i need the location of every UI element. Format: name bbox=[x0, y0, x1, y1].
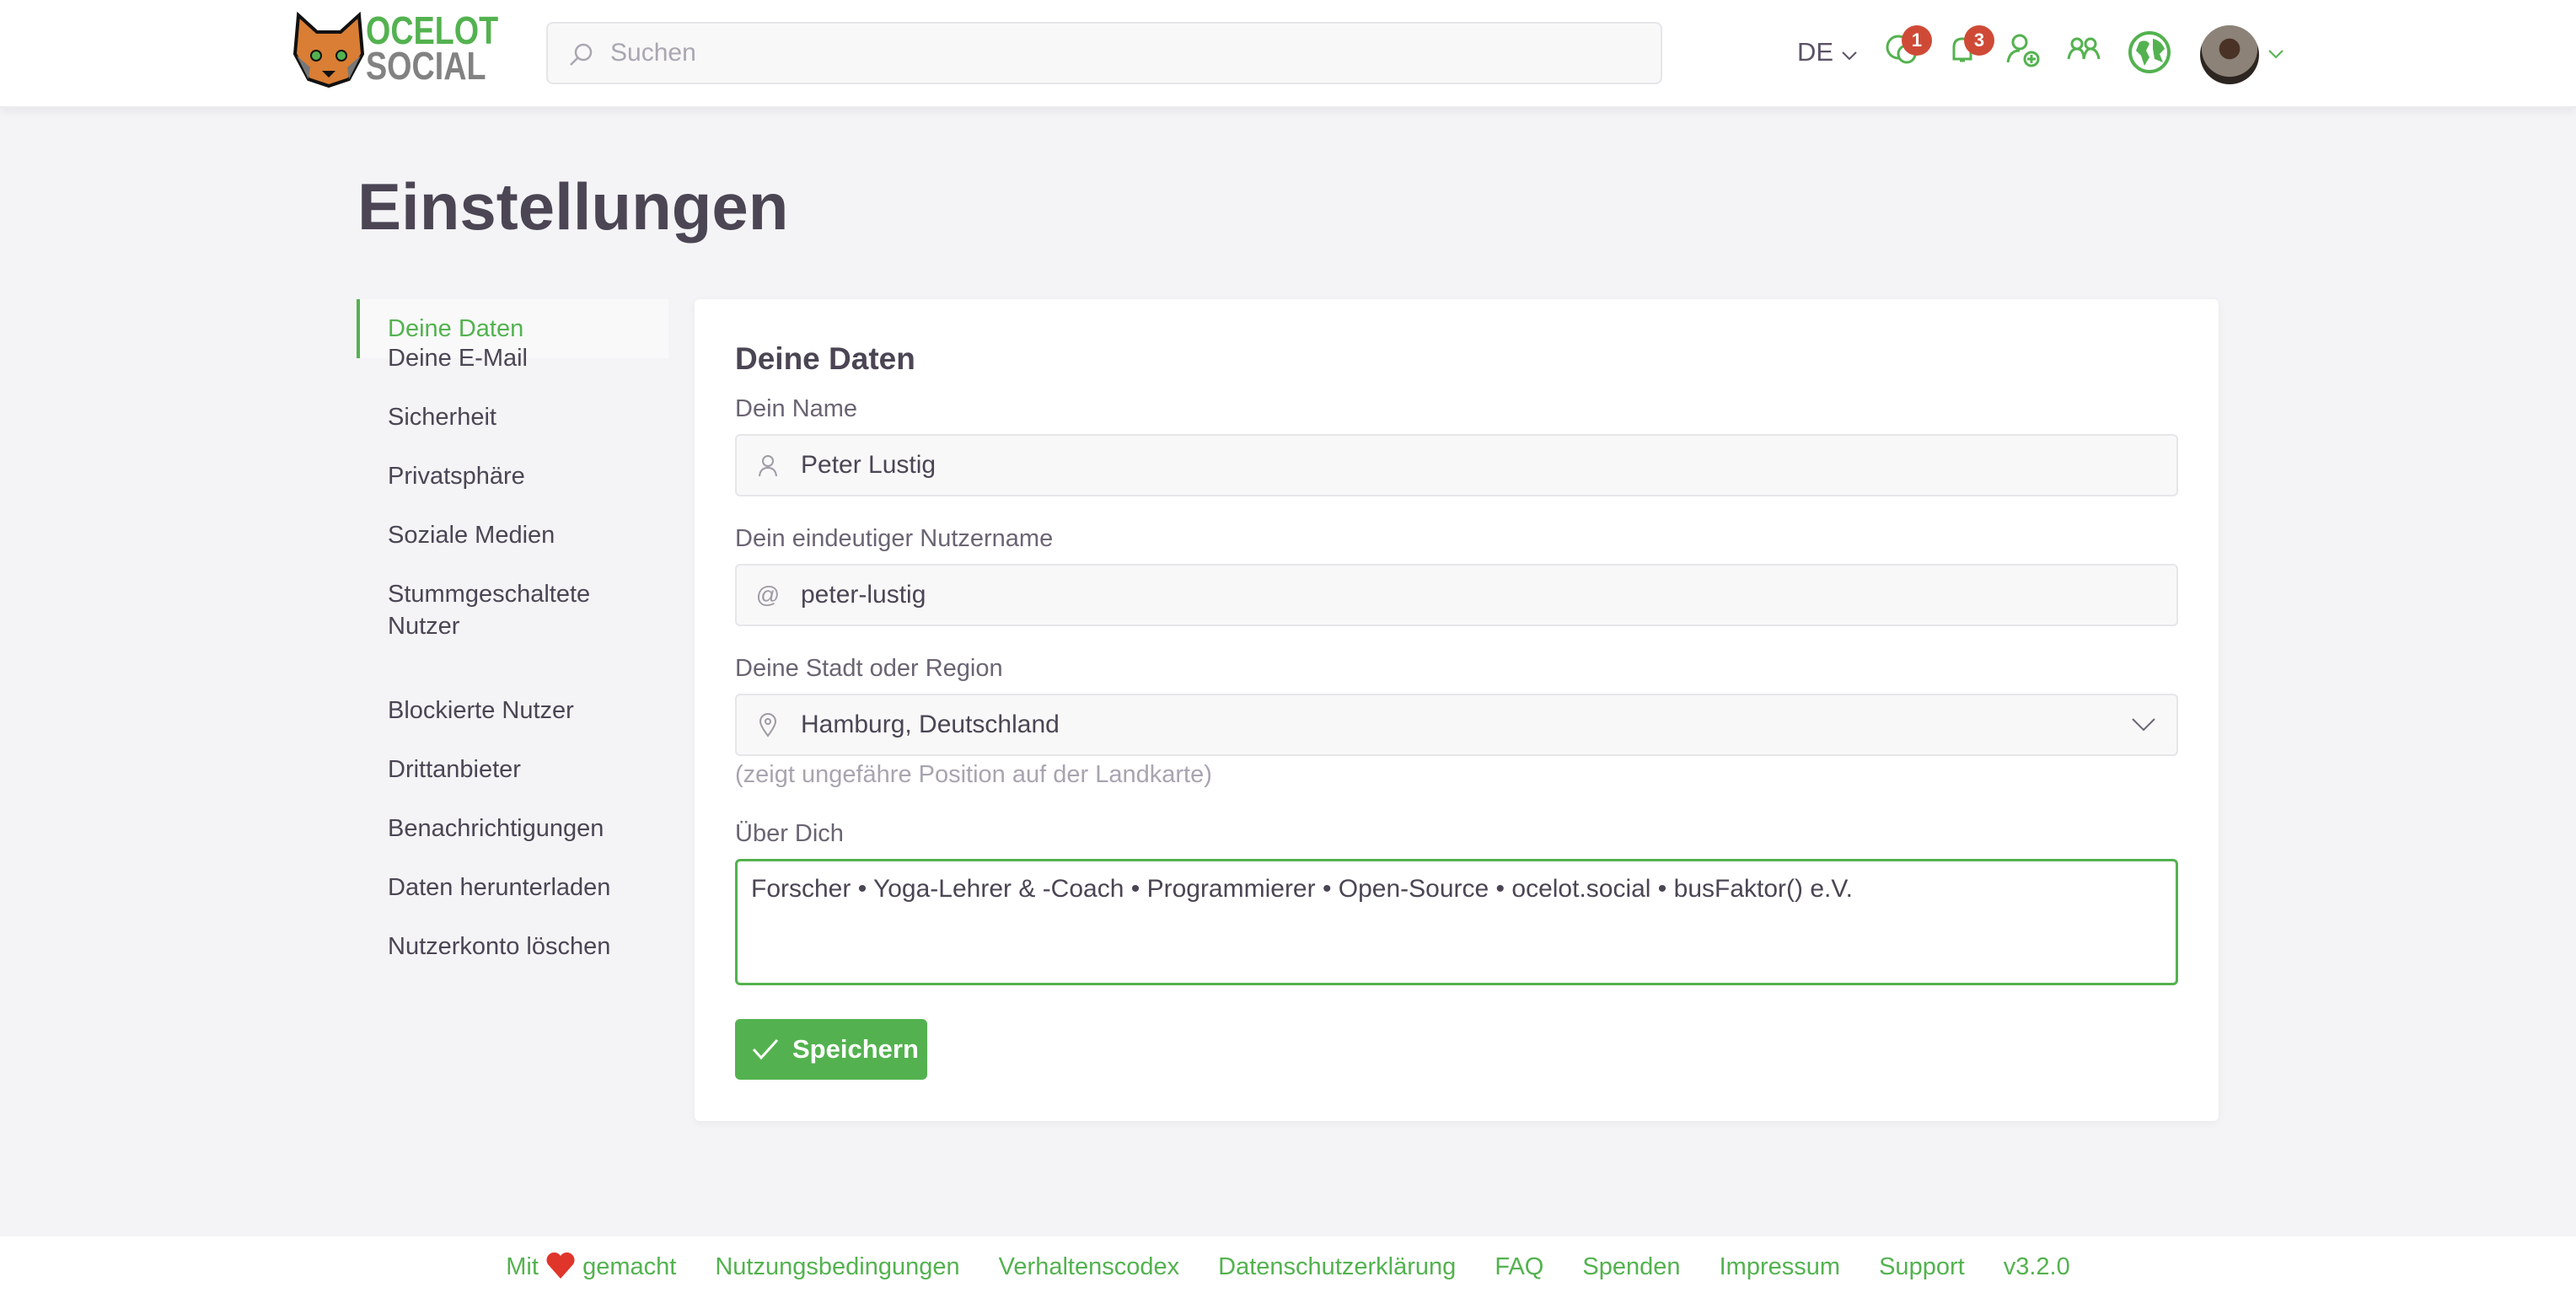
header: OCELOT SOCIAL DE 1 3 bbox=[0, 0, 2576, 108]
save-button[interactable]: Speichern bbox=[735, 1019, 927, 1080]
avatar[interactable] bbox=[2200, 25, 2259, 84]
made-with-love: Mit gemacht bbox=[506, 1252, 677, 1280]
footer-link-datenschutz[interactable]: Datenschutzerklärung bbox=[1218, 1253, 1457, 1280]
logo-text-ocelot: OCELOT bbox=[366, 8, 499, 52]
at-icon: @ bbox=[755, 582, 781, 608]
city-value: Hamburg, Deutschland bbox=[801, 711, 1060, 738]
check-icon bbox=[752, 1038, 779, 1060]
footer-link-spenden[interactable]: Spenden bbox=[1582, 1253, 1681, 1280]
language-switcher[interactable]: DE bbox=[1797, 37, 1858, 67]
sidebar-item-nutzerkonto-loeschen[interactable]: Nutzerkonto löschen bbox=[388, 933, 611, 960]
globe-icon bbox=[2128, 31, 2171, 73]
username-value: peter-lustig bbox=[801, 581, 926, 609]
notifications-button[interactable]: 3 bbox=[1945, 25, 1994, 70]
city-select[interactable]: Hamburg, Deutschland bbox=[735, 694, 2178, 756]
about-label: Über Dich bbox=[735, 820, 844, 847]
users-icon bbox=[2067, 37, 2101, 60]
username-field[interactable]: @ peter-lustig bbox=[735, 564, 2178, 626]
settings-sidebar: Deine Daten Deine E-Mail Sicherheit Priv… bbox=[357, 299, 668, 960]
settings-card: Deine Daten Dein Name Peter Lustig Dein … bbox=[695, 299, 2219, 1121]
chat-badge: 1 bbox=[1902, 25, 1932, 56]
notification-badge: 3 bbox=[1964, 25, 1994, 56]
user-icon bbox=[759, 455, 777, 477]
groups-button[interactable] bbox=[2067, 32, 2101, 70]
name-value: Peter Lustig bbox=[801, 451, 936, 479]
language-label: DE bbox=[1797, 37, 1834, 67]
made-with-suffix: gemacht bbox=[582, 1253, 677, 1280]
footer-link-faq[interactable]: FAQ bbox=[1495, 1253, 1544, 1280]
chevron-down-icon bbox=[1841, 51, 1857, 61]
footer-link-nutzungsbedingungen[interactable]: Nutzungsbedingungen bbox=[715, 1253, 960, 1280]
search-box[interactable] bbox=[546, 22, 1662, 84]
footer: Mit gemacht Nutzungsbedingungen Verhalte… bbox=[0, 1236, 2576, 1298]
heart-icon bbox=[546, 1252, 575, 1279]
name-field[interactable]: Peter Lustig bbox=[735, 434, 2178, 496]
map-marker-icon bbox=[759, 713, 777, 738]
footer-link-support[interactable]: Support bbox=[1879, 1253, 1965, 1280]
ocelot-social-logo[interactable]: OCELOT SOCIAL bbox=[292, 8, 513, 88]
city-label: Deine Stadt oder Region bbox=[735, 655, 1003, 682]
logo-text-social: SOCIAL bbox=[366, 44, 486, 88]
search-icon bbox=[570, 43, 593, 66]
save-label: Speichern bbox=[792, 1034, 919, 1064]
footer-link-verhaltenscodex[interactable]: Verhaltenscodex bbox=[998, 1253, 1180, 1280]
sidebar-item-privatsphaere[interactable]: Privatsphäre bbox=[388, 463, 525, 490]
card-title: Deine Daten bbox=[735, 341, 915, 376]
map-button[interactable] bbox=[2128, 30, 2171, 78]
city-hint: (zeigt ungefähre Position auf der Landka… bbox=[735, 761, 1212, 788]
invite-button[interactable] bbox=[2006, 32, 2040, 73]
chevron-down-icon bbox=[2132, 718, 2155, 732]
sidebar-item-drittanbieter[interactable]: Drittanbieter bbox=[388, 756, 521, 783]
sidebar-item-daten-herunterladen[interactable]: Daten herunterladen bbox=[388, 874, 611, 901]
sidebar-item-sicherheit[interactable]: Sicherheit bbox=[388, 404, 496, 431]
sidebar-item-stummgeschaltete-nutzer[interactable]: Stummgeschaltete Nutzer bbox=[388, 581, 591, 640]
ocelot-head-icon bbox=[292, 11, 365, 88]
username-label: Dein eindeutiger Nutzername bbox=[735, 525, 1054, 552]
sidebar-item-deine-daten[interactable]: Deine Daten bbox=[357, 299, 668, 358]
user-plus-icon bbox=[2006, 34, 2040, 67]
footer-version[interactable]: v3.2.0 bbox=[2003, 1253, 2070, 1280]
chat-button[interactable]: 1 bbox=[1885, 25, 1932, 70]
sidebar-item-email[interactable]: Deine E-Mail bbox=[388, 345, 528, 372]
sidebar-item-soziale-medien[interactable]: Soziale Medien bbox=[388, 522, 555, 549]
sidebar-item-benachrichtigungen[interactable]: Benachrichtigungen bbox=[388, 815, 604, 842]
search-input[interactable] bbox=[610, 24, 1622, 83]
name-label: Dein Name bbox=[735, 395, 858, 422]
sidebar-item-blockierte-nutzer[interactable]: Blockierte Nutzer bbox=[388, 697, 574, 724]
footer-link-impressum[interactable]: Impressum bbox=[1719, 1253, 1841, 1280]
about-textarea[interactable]: Forscher • Yoga-Lehrer & -Coach • Progra… bbox=[735, 859, 2178, 985]
chevron-down-icon[interactable] bbox=[2267, 49, 2284, 59]
made-with-prefix: Mit bbox=[506, 1253, 539, 1280]
page-title: Einstellungen bbox=[357, 169, 789, 244]
